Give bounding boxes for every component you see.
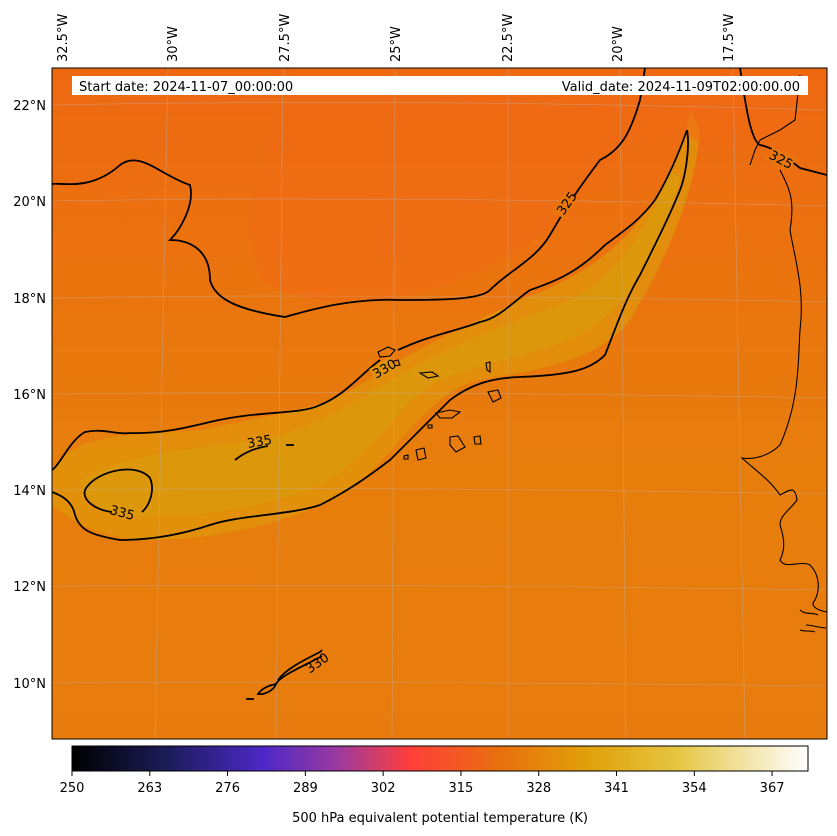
colorbar-tick-label: 354 <box>682 781 707 796</box>
high-theta-band <box>52 110 700 540</box>
lat-label: 10°N <box>13 677 46 692</box>
graticule <box>52 68 827 739</box>
colorbar-tick-label: 315 <box>449 781 474 796</box>
contour-335-mid <box>234 445 269 461</box>
coastlines <box>740 74 827 633</box>
lat-label: 12°N <box>13 580 46 595</box>
lon-label: 32.5°W <box>56 14 71 62</box>
contour-330-main <box>52 129 689 541</box>
lon-label: 17.5°W <box>722 14 737 62</box>
colorbar-tick-label: 289 <box>293 781 318 796</box>
lon-label: 27.5°W <box>278 14 293 62</box>
contour-label-335-b: 335 <box>108 503 136 524</box>
longitude-labels: 32.5°W 30°W 27.5°W 25°W 22.5°W 20°W 17.5… <box>56 14 737 62</box>
info-box: Start date: 2024-11-07_00:00:00 Valid_da… <box>72 76 808 95</box>
colorbar-gradient <box>71 745 809 772</box>
contour-label-335-a: 335 <box>246 433 273 452</box>
colorbar-tick-label: 276 <box>215 781 240 796</box>
lat-label: 14°N <box>13 484 46 499</box>
valid-date-label: Valid_date: 2024-11-09T02:00:00.00 <box>562 80 800 95</box>
lat-label: 18°N <box>13 292 46 307</box>
lat-label: 16°N <box>13 388 46 403</box>
colorbar-tick-label: 250 <box>60 781 85 796</box>
lat-label: 20°N <box>13 195 46 210</box>
high-theta-core <box>80 170 680 517</box>
lon-label: 25°W <box>389 26 404 62</box>
coast-senegambia <box>799 609 827 629</box>
colorbar-tick-label: 341 <box>604 781 629 796</box>
cape-verde-islands <box>377 346 502 461</box>
coast-guinea <box>799 629 816 633</box>
colorbar-tick-label: 367 <box>760 781 785 796</box>
colorbar-title: 500 hPa equivalent potential temperature… <box>292 811 588 826</box>
colorbar-ticks: 250 263 276 289 302 315 328 341 354 367 <box>60 771 785 796</box>
latitude-labels: 22°N 20°N 18°N 16°N 14°N 12°N 10°N <box>13 99 46 692</box>
colorbar-tick-label: 328 <box>526 781 551 796</box>
colorbar: 250 263 276 289 302 315 328 341 354 367 500 hPa e… <box>60 745 809 826</box>
contour-330-south-small <box>256 682 278 696</box>
contour-335-west <box>83 468 153 513</box>
coast-west-africa <box>740 74 827 613</box>
start-date-label: Start date: 2024-11-07_00:00:00 <box>79 80 293 95</box>
colorbar-tick-label: 302 <box>371 781 396 796</box>
map-area: 325 325 330 335 335 330 <box>52 68 827 739</box>
map-frame <box>51 67 828 740</box>
contour-330-south <box>275 649 323 685</box>
low-theta-region <box>252 68 800 302</box>
lon-label: 20°W <box>611 26 626 62</box>
lon-label: 22.5°W <box>501 14 516 62</box>
colorbar-tick-label: 263 <box>137 781 162 796</box>
lon-label: 30°W <box>166 26 181 62</box>
lat-label: 22°N <box>13 99 46 114</box>
